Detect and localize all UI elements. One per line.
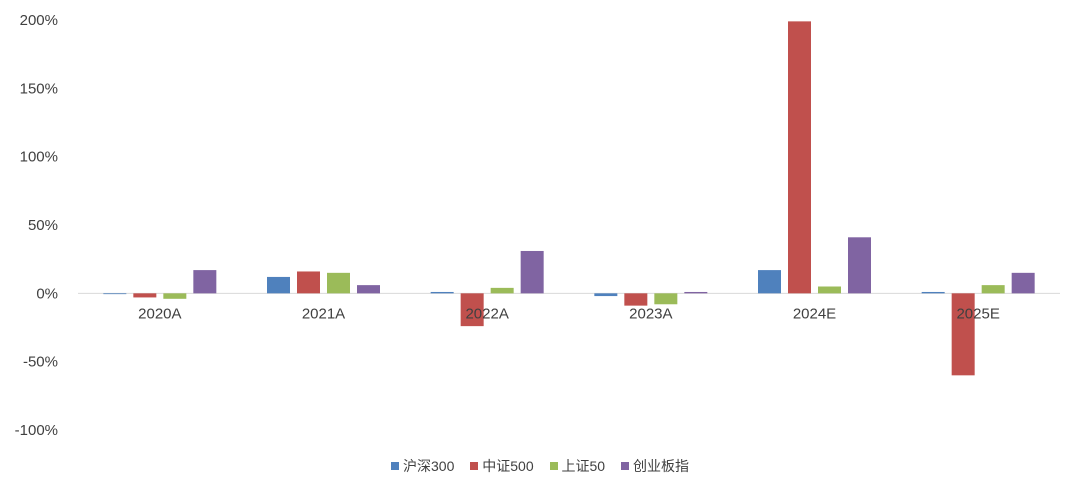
legend-label-hs300: 沪深300: [403, 458, 455, 474]
x-axis-ticks: 2020A 2021A 2022A 2023A 2024E 2025E: [138, 305, 1000, 322]
bar: [520, 250, 544, 294]
x-tick-label: 2020A: [138, 305, 181, 322]
bar: [848, 237, 871, 294]
y-tick-label: 100%: [20, 149, 58, 166]
bar: [490, 287, 514, 294]
bar: [430, 291, 454, 294]
bar: [297, 271, 320, 294]
bar: [921, 291, 945, 294]
legend-swatch-sse50: [549, 462, 558, 470]
bar: [951, 293, 975, 376]
bar: [1011, 272, 1035, 294]
y-tick-label: 150%: [20, 80, 58, 97]
x-tick-label: 2021A: [302, 305, 345, 322]
legend: 沪深300 中证500 上证50 创业板指: [0, 456, 1080, 476]
y-tick-label: 0%: [36, 285, 58, 302]
y-tick-label: -50%: [23, 354, 58, 371]
legend-item-hs300: 沪深300: [391, 456, 454, 476]
legend-item-csi500: 中证500: [470, 456, 534, 476]
legend-label-sse50: 上证50: [561, 458, 606, 474]
bar: [788, 21, 811, 294]
bar: [163, 293, 187, 299]
legend-item-chinext: 创业板指: [620, 456, 689, 476]
bar: [594, 293, 618, 297]
bar: [684, 291, 708, 294]
legend-label-csi500: 中证500: [482, 458, 534, 474]
y-tick-label: 50%: [28, 217, 58, 234]
x-tick-label: 2022A: [465, 305, 508, 322]
x-tick-label: 2023A: [629, 305, 672, 322]
y-tick-label: 200%: [20, 12, 58, 29]
legend-swatch-chinext: [620, 462, 629, 470]
y-tick-label: -100%: [15, 422, 58, 439]
legend-swatch-csi500: [470, 462, 479, 470]
bar: [758, 270, 781, 294]
bar: [818, 286, 841, 294]
bar: [327, 272, 350, 294]
bar: [133, 293, 157, 298]
bar: [193, 270, 217, 294]
bar: [103, 293, 127, 295]
y-axis-ticks: -100% -50% 0% 50% 100% 150% 200%: [15, 12, 58, 439]
bar: [654, 293, 678, 305]
bars: [103, 21, 1035, 376]
bar: [460, 293, 484, 327]
x-tick-label: 2024E: [793, 305, 836, 322]
bar: [624, 293, 648, 306]
x-tick-label: 2025E: [956, 305, 999, 322]
legend-item-sse50: 上证50: [549, 456, 606, 476]
legend-label-chinext: 创业板指: [632, 458, 689, 474]
bar: [357, 285, 380, 294]
bar: [267, 276, 290, 294]
legend-swatch-hs300: [391, 462, 400, 470]
bar: [981, 285, 1005, 294]
